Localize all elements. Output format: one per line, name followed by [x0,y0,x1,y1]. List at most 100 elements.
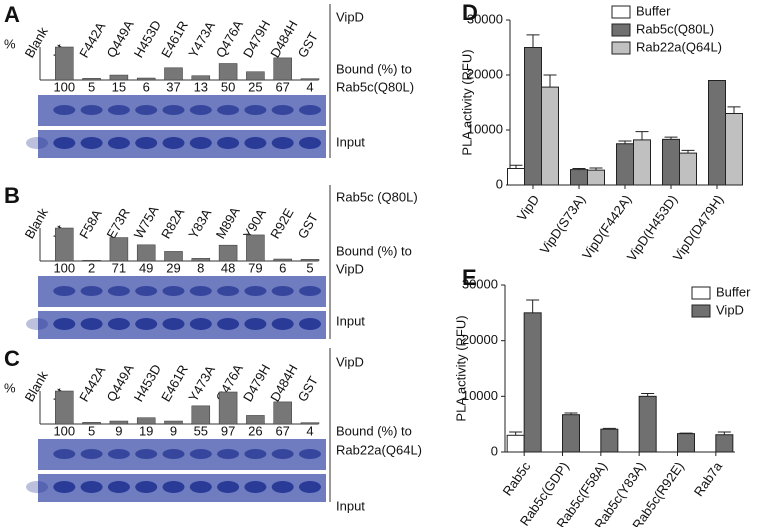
lane-label: GST [295,211,321,242]
error-bar [664,136,678,140]
band [244,137,267,149]
band [135,449,158,459]
x-tick-label: Rab7a [691,458,726,499]
lane-label: E73R [103,206,132,242]
band [271,481,294,493]
band [271,286,294,296]
y-tick-label: 30000 [467,11,503,26]
band [189,137,212,149]
bar [506,434,525,453]
band [299,481,321,493]
lane-label: W75A [131,203,162,241]
y-axis-label: % [4,380,16,395]
bar [218,391,238,425]
band [189,449,212,459]
band [135,286,158,296]
y-tick-label: 10000 [462,388,498,403]
bar [662,138,680,186]
value-label: 100 [53,260,75,275]
x-tick-label: Rab5c [500,459,534,499]
error-bar [727,106,741,114]
bar [109,420,129,425]
bar [562,414,580,453]
error-bar [602,427,616,430]
side-label: Bound (%) to [336,243,412,258]
band [135,105,158,115]
legend-swatch [611,41,631,55]
side-label: VipD [336,9,364,24]
band [107,449,130,459]
value-label: 49 [139,260,153,275]
value-label: 37 [166,79,180,94]
side-label: Bound (%) to [336,423,412,438]
bar [164,420,183,425]
value-label: 71 [112,260,126,275]
panel-letter: B [4,183,20,208]
legend-swatch [611,23,631,37]
bar [633,139,651,186]
error-bar [717,431,731,435]
band [162,105,185,115]
bar [164,251,183,262]
value-label: 6 [279,260,286,275]
band [189,105,212,115]
band [299,137,321,149]
value-label: 29 [166,260,180,275]
band [271,449,294,459]
error-bar [526,34,540,48]
legend-swatch [691,304,711,318]
value-label: 19 [139,423,153,438]
panel-letter: D [462,0,478,25]
value-label: 50 [221,79,235,94]
bar [616,143,634,186]
band [244,481,267,493]
band [26,137,48,149]
bar [273,401,292,425]
value-label: 6 [143,79,150,94]
y-tick-label: 0 [491,443,498,458]
bar [82,78,101,81]
band [299,105,321,115]
band [299,318,321,330]
bar [708,80,726,186]
band [135,137,158,149]
band [107,318,130,330]
bar [55,227,74,262]
bar [191,405,211,425]
value-label: 13 [194,79,208,94]
bar [570,169,588,186]
lane-label: F58A [76,207,105,242]
band [244,318,267,330]
band [53,286,76,296]
side-label: Bound (%) to [336,61,412,76]
value-label: 2 [88,260,95,275]
band [217,286,240,296]
value-label: 5 [88,423,95,438]
bar [524,47,542,186]
panel-letter: C [4,346,20,371]
value-label: 8 [197,260,204,275]
y-axis-label: % [4,36,16,51]
band [80,449,103,459]
band [217,449,240,459]
value-label: 9 [115,423,122,438]
band [299,286,321,296]
band [135,318,158,330]
band [271,137,294,149]
side-label: Rab22a(Q64L) [336,442,422,457]
band [53,137,76,149]
bar [109,74,129,81]
band [80,318,103,330]
bar [715,434,734,453]
error-bar [564,412,578,415]
bar [82,422,101,425]
value-label: 4 [306,423,313,438]
bar [541,86,559,186]
band [107,105,130,115]
bar [507,168,525,186]
band [26,481,48,493]
error-bar [641,393,655,397]
value-label: 55 [194,423,208,438]
band [162,137,185,149]
bar [82,260,101,262]
